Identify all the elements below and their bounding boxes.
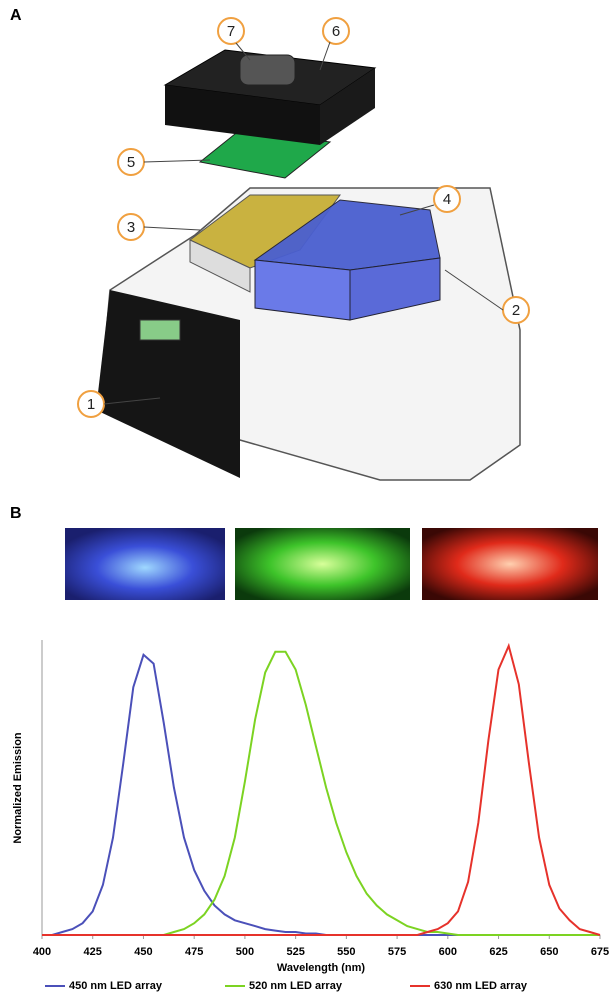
legend-label: 450 nm LED array — [69, 980, 163, 992]
photo-red — [422, 528, 598, 600]
x-tick-label: 425 — [84, 946, 102, 958]
callout-circle — [217, 17, 245, 45]
photo-blue — [65, 528, 225, 600]
x-tick-label: 600 — [439, 946, 457, 958]
legend-label: 630 nm LED array — [434, 980, 528, 992]
x-axis-title: Wavelength (nm) — [277, 962, 366, 974]
led-photos — [65, 528, 598, 600]
panel-label: A — [10, 7, 22, 24]
x-tick-label: 500 — [236, 946, 254, 958]
callout-circle — [322, 17, 350, 45]
series-line — [42, 653, 600, 936]
x-tick-label: 475 — [185, 946, 203, 958]
legend-label: 520 nm LED array — [249, 980, 343, 992]
callouts: 1 2 3 4 5 6 7 — [77, 17, 530, 418]
x-tick-label: 400 — [33, 946, 51, 958]
y-axis-title: Normalized Emission — [12, 732, 24, 844]
x-tick-label: 675 — [591, 946, 609, 958]
panel-label: B — [10, 505, 22, 522]
callout-number: 4 — [443, 191, 451, 208]
callout-number: 6 — [332, 23, 340, 40]
series-line — [42, 642, 601, 936]
series-line — [42, 650, 600, 936]
callout-number: 1 — [87, 396, 95, 413]
x-tick-label: 525 — [286, 946, 304, 958]
callout-number: 7 — [227, 23, 235, 40]
x-tick-label: 450 — [134, 946, 152, 958]
x-tick-label: 575 — [388, 946, 406, 958]
callout-number: 3 — [127, 219, 135, 236]
callout-circle — [433, 185, 461, 213]
x-tick-label: 625 — [489, 946, 507, 958]
x-tick-label: 650 — [540, 946, 558, 958]
photo-green — [235, 528, 410, 600]
callout-number: 5 — [127, 154, 135, 171]
device-illustration — [96, 49, 521, 481]
x-tick-label: 550 — [337, 946, 355, 958]
callout-number: 2 — [512, 302, 520, 319]
